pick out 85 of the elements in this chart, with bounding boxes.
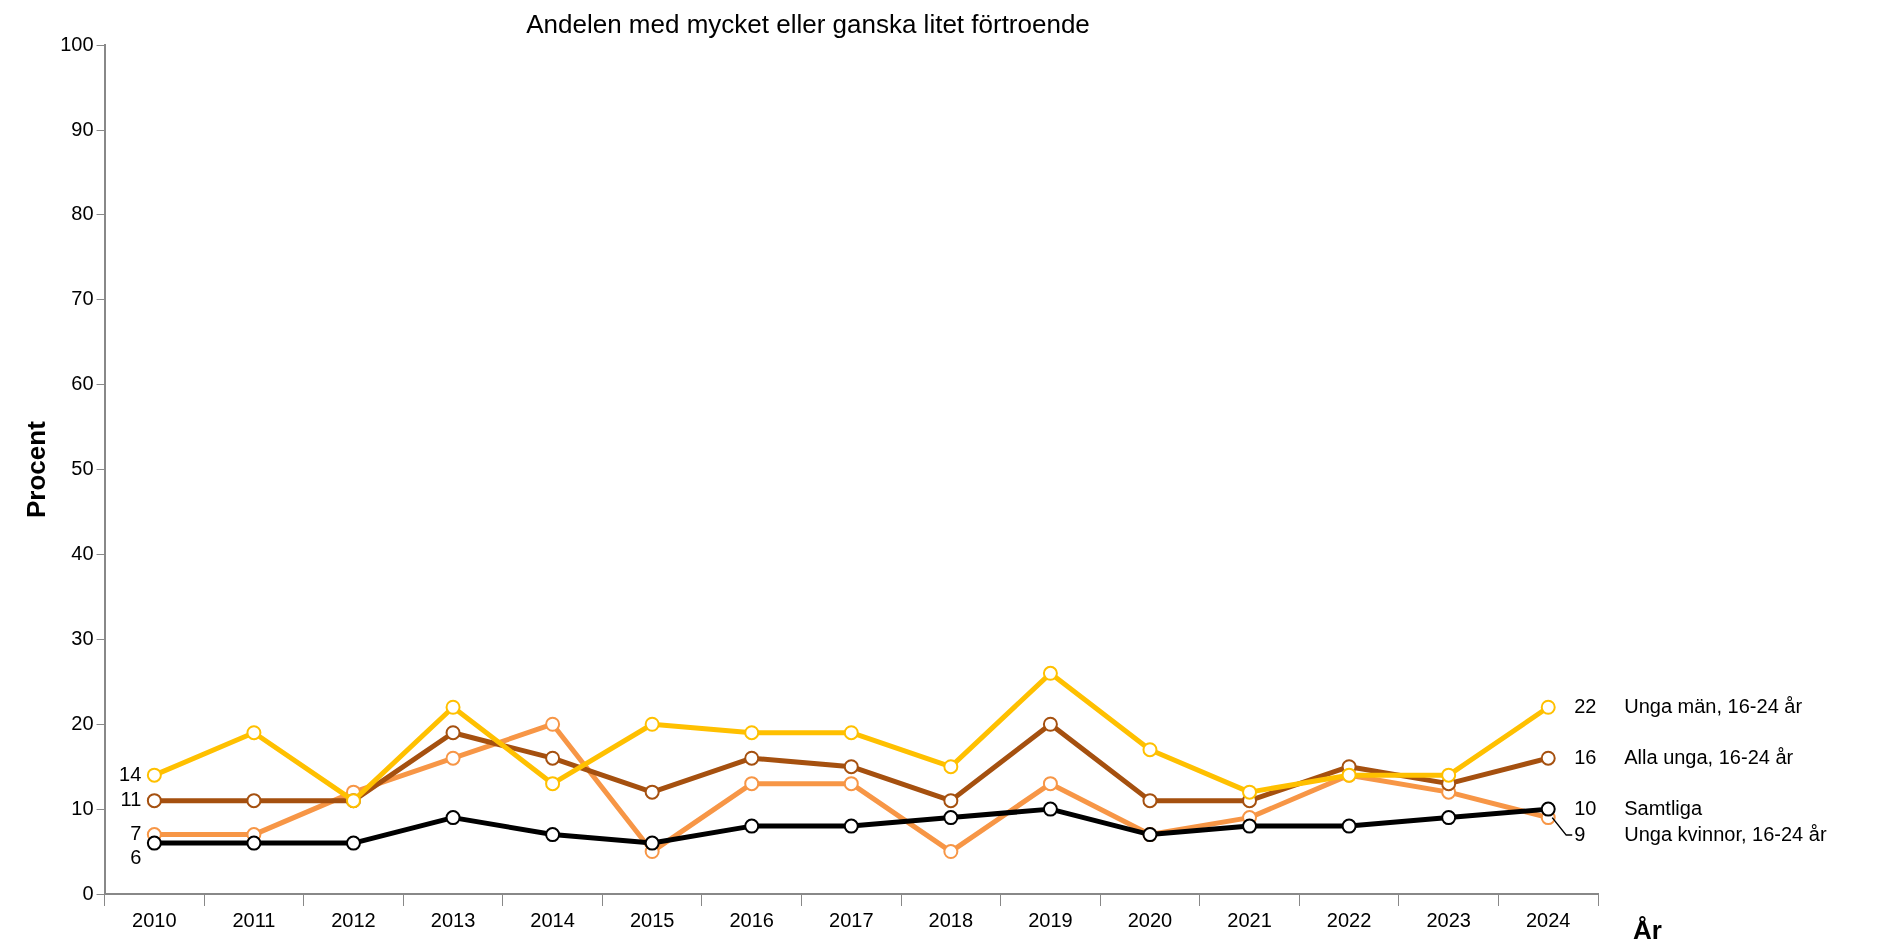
point — [545, 776, 561, 792]
y-tick-label: 0 — [82, 881, 94, 904]
x-tick-label: 2010 — [132, 908, 177, 931]
y-axis-title: Procent — [20, 420, 51, 519]
text: Samtliga — [1624, 796, 1703, 819]
point — [644, 835, 660, 851]
point — [246, 725, 262, 741]
x-tick-label: 2014 — [530, 908, 575, 931]
data-label: 11 — [120, 788, 142, 811]
text: Unga kvinnor, 16-24 år — [1624, 822, 1827, 845]
x-tick-label: 2023 — [1426, 908, 1471, 931]
point — [445, 725, 461, 741]
point — [843, 725, 859, 741]
data-label: 7 — [130, 822, 142, 845]
point — [744, 776, 760, 792]
x-tick-label: 2011 — [232, 908, 276, 931]
point — [843, 759, 859, 775]
point — [1242, 784, 1258, 800]
x-axis-title: År — [1633, 915, 1662, 946]
y-tick-label: 20 — [71, 711, 94, 734]
point — [1142, 793, 1158, 809]
x-tick-label: 2012 — [331, 908, 376, 931]
data-label: 16 — [1574, 745, 1597, 768]
data-label: 22 — [1574, 694, 1597, 717]
point — [545, 716, 561, 732]
point — [345, 835, 361, 851]
point — [1441, 810, 1457, 826]
point — [1042, 776, 1058, 792]
point — [545, 750, 561, 766]
y-tick-label: 100 — [60, 32, 94, 55]
point — [644, 784, 660, 800]
point — [1341, 818, 1357, 834]
x-tick-label: 2016 — [729, 908, 774, 931]
y-tick-label: 80 — [71, 202, 94, 225]
y-tick-label: 60 — [71, 372, 94, 395]
point — [146, 793, 162, 809]
point — [943, 759, 959, 775]
y-tick-label: 90 — [71, 117, 94, 140]
point — [1042, 716, 1058, 732]
point — [445, 810, 461, 826]
point — [545, 827, 561, 843]
point — [744, 750, 760, 766]
point — [843, 818, 859, 834]
x-tick-label: 2013 — [430, 908, 476, 931]
point — [1441, 767, 1457, 783]
point — [445, 750, 461, 766]
x-tick-label: 2021 — [1227, 908, 1272, 931]
chart-title: Andelen med mycket eller ganska litet förtroende — [526, 8, 1090, 39]
point — [1042, 801, 1058, 817]
point — [1242, 818, 1258, 834]
point — [1540, 699, 1556, 715]
point — [146, 767, 162, 783]
point — [1142, 742, 1158, 758]
x-tick-label: 2024 — [1525, 908, 1571, 931]
x-tick-label: 2015 — [629, 908, 675, 931]
point — [1540, 750, 1556, 766]
point — [943, 793, 959, 809]
y-tick-label: 10 — [71, 796, 94, 819]
point — [146, 835, 162, 851]
data-label: 9 — [1574, 822, 1586, 845]
point — [644, 716, 660, 732]
text: Alla unga, 16-24 år — [1624, 745, 1794, 768]
point — [246, 835, 262, 851]
y-tick-label: 70 — [71, 287, 94, 310]
data-label: 6 — [130, 846, 142, 869]
data-label: 14 — [119, 762, 142, 785]
y-tick-label: 50 — [71, 457, 94, 480]
y-tick-label: 40 — [71, 542, 94, 564]
point — [744, 725, 760, 741]
point — [1540, 801, 1556, 817]
y-tick-label: 30 — [71, 626, 94, 649]
point — [943, 810, 959, 826]
point — [943, 844, 959, 860]
data-label: 10 — [1574, 796, 1597, 819]
x-tick-label: 2019 — [1028, 908, 1073, 931]
point — [1042, 665, 1058, 681]
x-tick-label: 2022 — [1326, 908, 1372, 931]
point — [843, 776, 859, 792]
x-tick-label: 2020 — [1127, 908, 1173, 931]
point — [744, 818, 760, 834]
text: Unga män, 16-24 år — [1624, 694, 1803, 717]
x-tick-label: 2017 — [829, 908, 874, 931]
point — [445, 699, 461, 715]
x-tick-label: 2018 — [928, 908, 974, 931]
point — [246, 793, 262, 809]
